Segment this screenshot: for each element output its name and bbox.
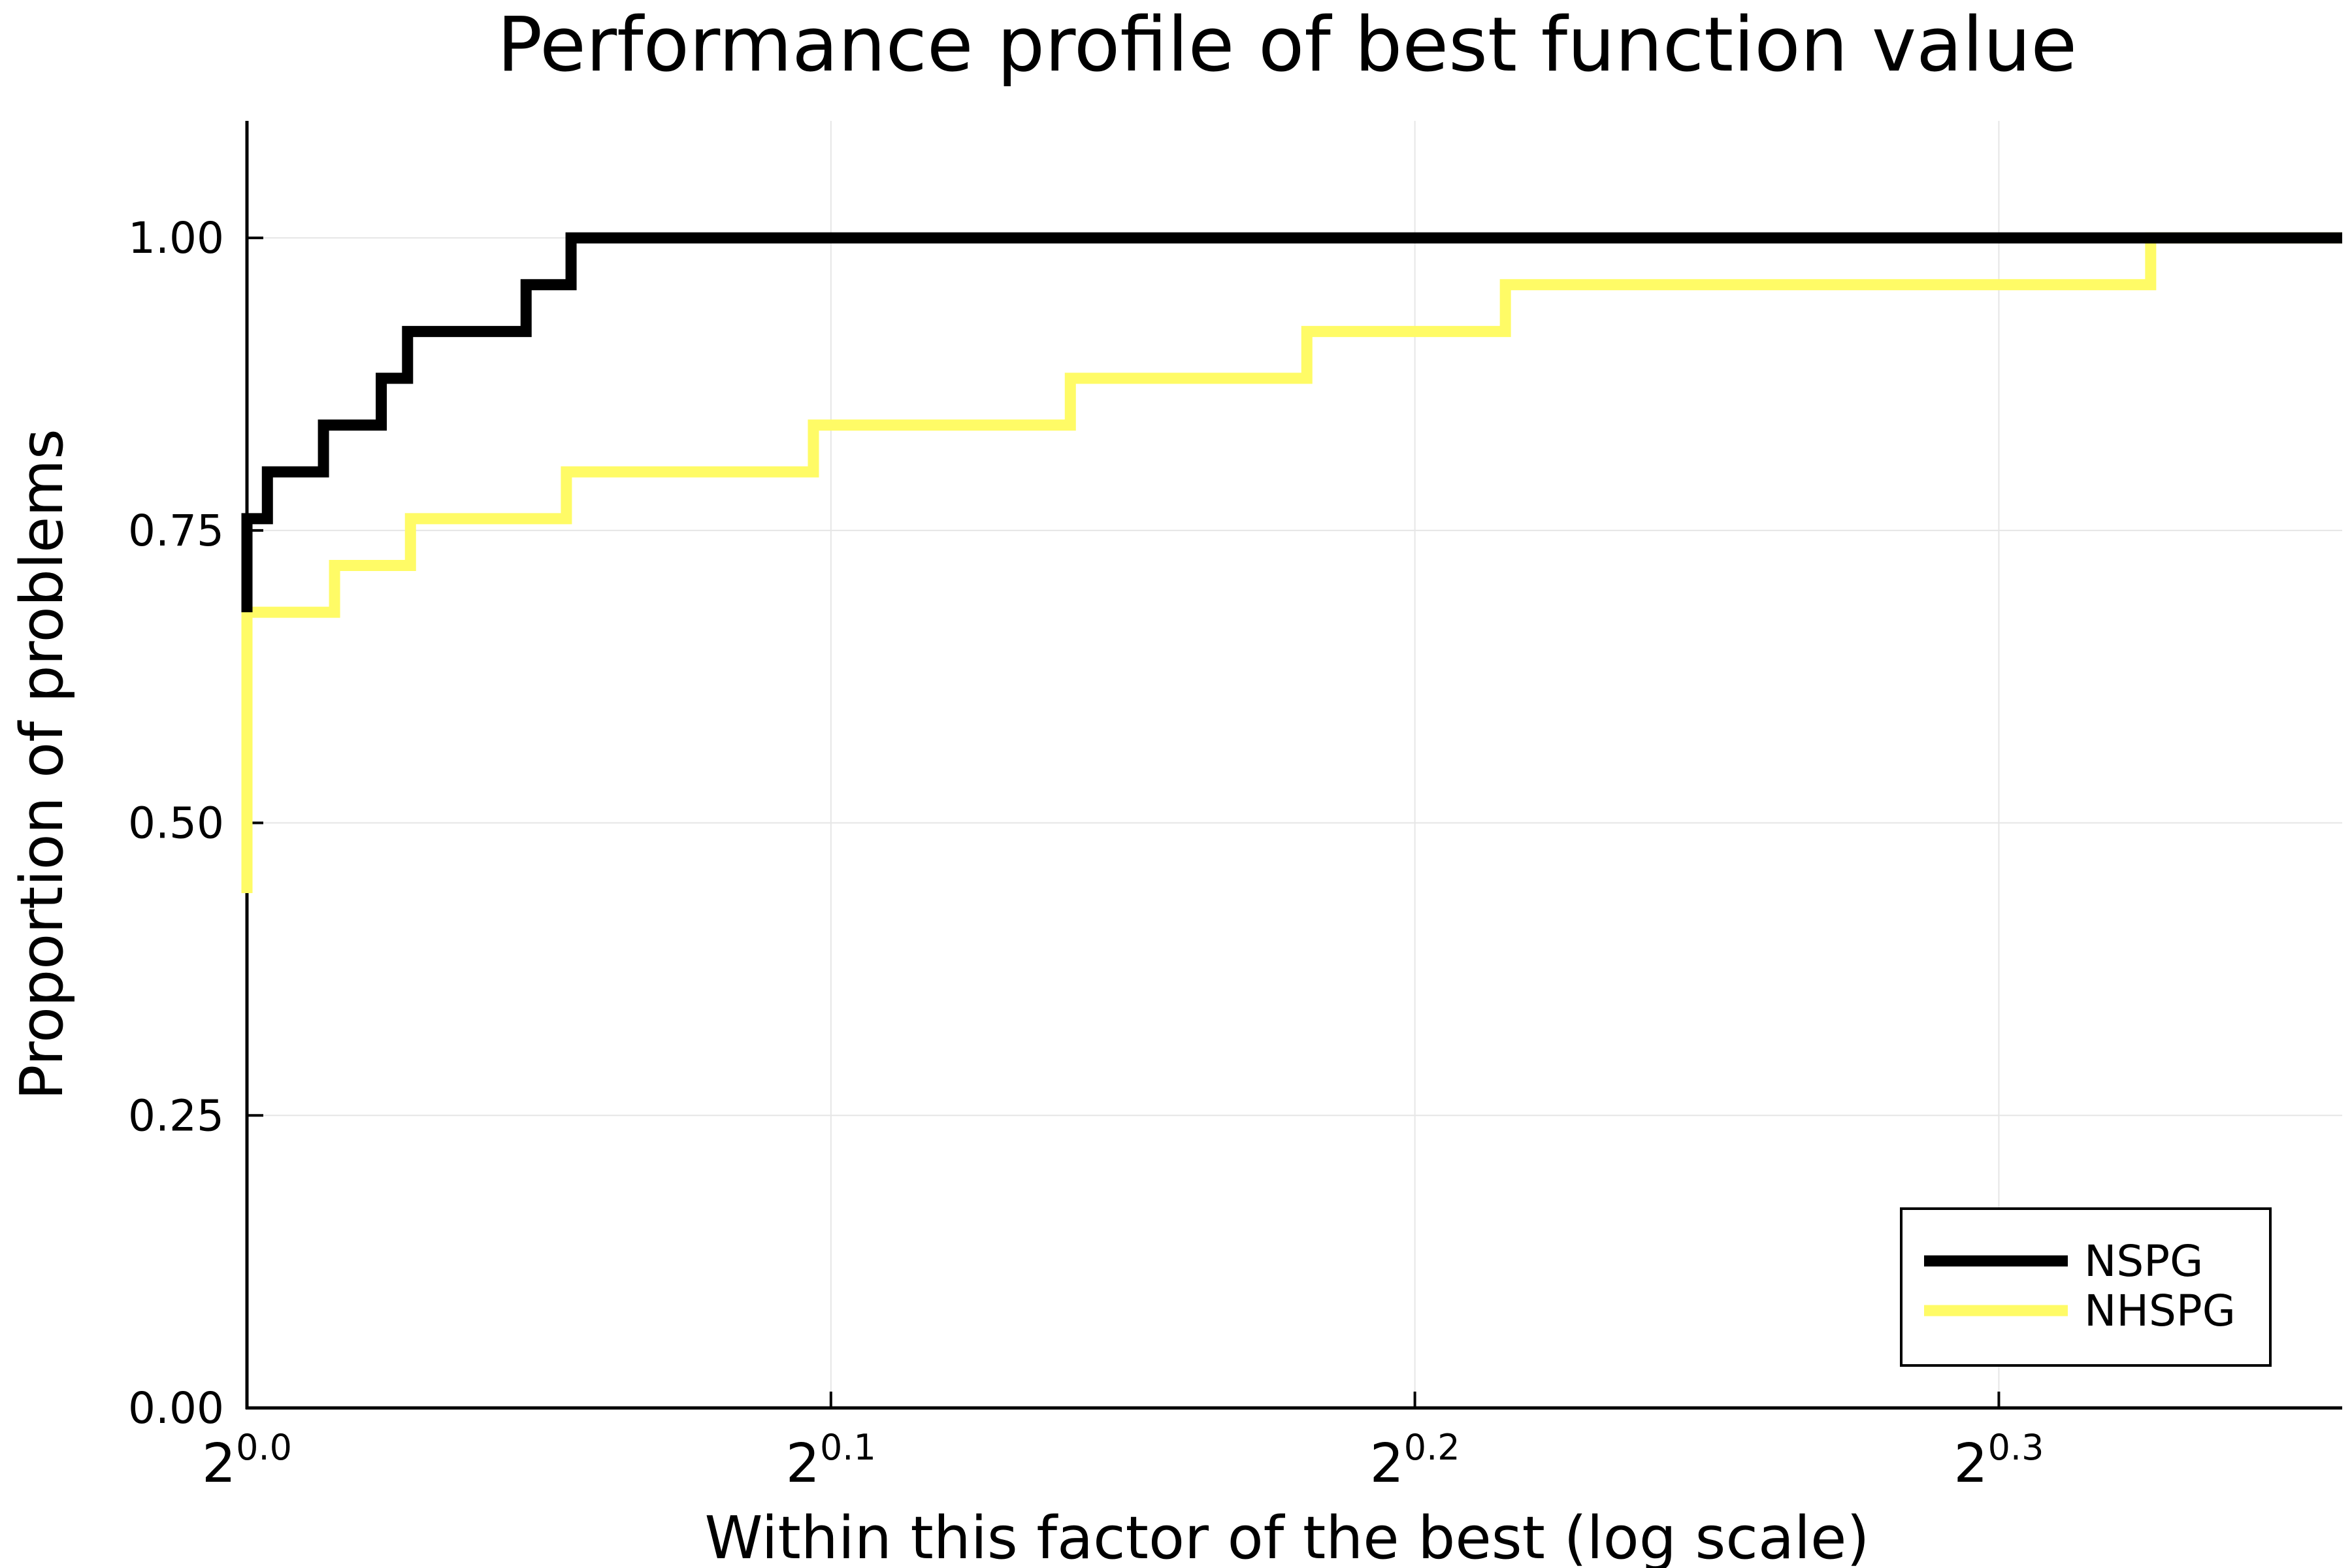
- legend-label-nspg: NSPG: [2084, 1236, 2203, 1286]
- tick-labels: 0.00 0.25 0.50 0.75 1.00 20.0 20.1 20.2 20.3: [128, 213, 2044, 1495]
- x-tick-label: 20.2: [1370, 1427, 1460, 1495]
- y-axis-label: Proportion of problems: [8, 429, 76, 1100]
- series-line-nhspg: [241, 232, 2342, 893]
- x-tick-label: 20.0: [202, 1427, 292, 1495]
- y-tick-label: 0.50: [128, 798, 224, 849]
- y-tick-label: 0.75: [128, 506, 224, 556]
- y-tick-label: 0.25: [128, 1090, 224, 1141]
- legend-box: [1900, 1207, 2272, 1367]
- x-tick-label: 20.1: [786, 1427, 876, 1495]
- x-tick-label: 20.3: [1953, 1427, 2044, 1495]
- series-line-nspg: [241, 232, 2342, 613]
- x-axis-label: Within this factor of the best (log scal…: [705, 1504, 1870, 1568]
- data-series: [241, 232, 2342, 893]
- y-tick-label: 0.00: [128, 1383, 224, 1433]
- y-tick-label: 1.00: [128, 213, 224, 263]
- legend-label-nhspg: NHSPG: [2084, 1286, 2236, 1336]
- chart-title: Performance profile of best function val…: [497, 1, 2077, 89]
